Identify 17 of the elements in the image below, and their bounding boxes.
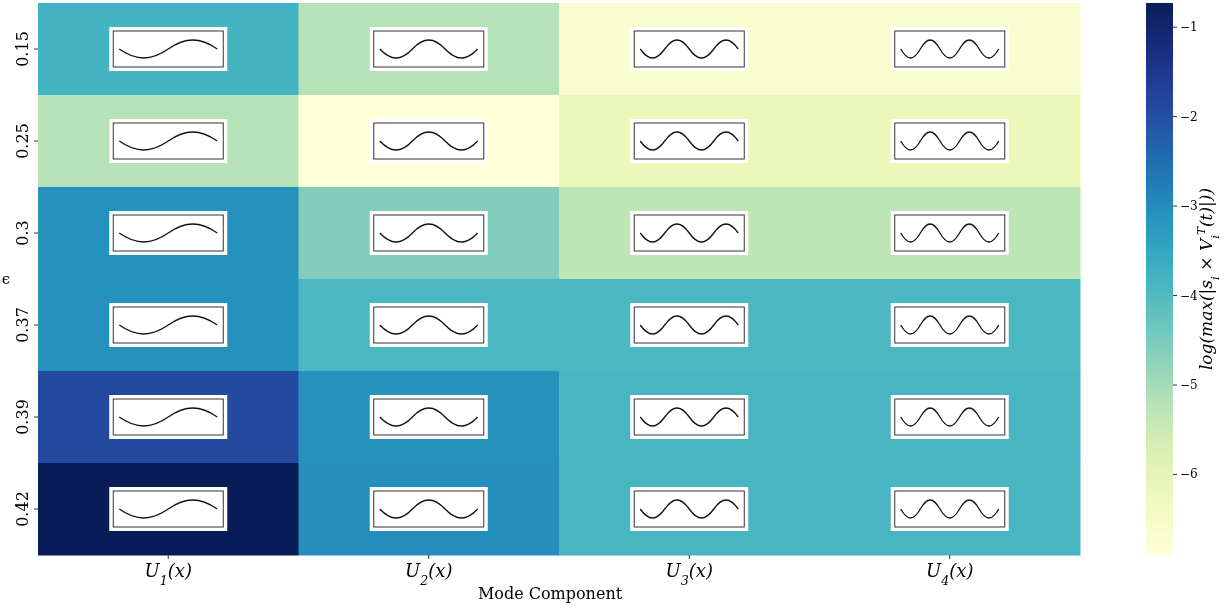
color-bar-label: −4 bbox=[1180, 288, 1199, 303]
color-bar-label: −5 bbox=[1180, 378, 1198, 393]
x-tick-label: U$_{2}$(x) bbox=[405, 560, 453, 588]
x-tick-label: U$_{1}$(x) bbox=[144, 560, 192, 588]
y-tick-label: 0.15 bbox=[13, 31, 32, 67]
x-tick-label: U$_{4}$(x) bbox=[926, 560, 974, 588]
color-bar-label: −1 bbox=[1180, 20, 1198, 35]
y-tick-label: 0.42 bbox=[13, 491, 32, 527]
y-tick-label: 0.37 bbox=[13, 307, 32, 343]
y-tick-label: 0.3 bbox=[13, 220, 32, 246]
y-tick-label: 0.39 bbox=[13, 399, 32, 435]
color-bar-label: −2 bbox=[1180, 109, 1198, 124]
y-axis-title: ϵ bbox=[1, 270, 11, 288]
x-tick-label: U$_{3}$(x) bbox=[665, 560, 713, 588]
x-axis-title: Mode Component bbox=[477, 584, 623, 603]
y-tick-label: 0.25 bbox=[13, 123, 32, 159]
color-bar-label: −6 bbox=[1180, 467, 1198, 482]
